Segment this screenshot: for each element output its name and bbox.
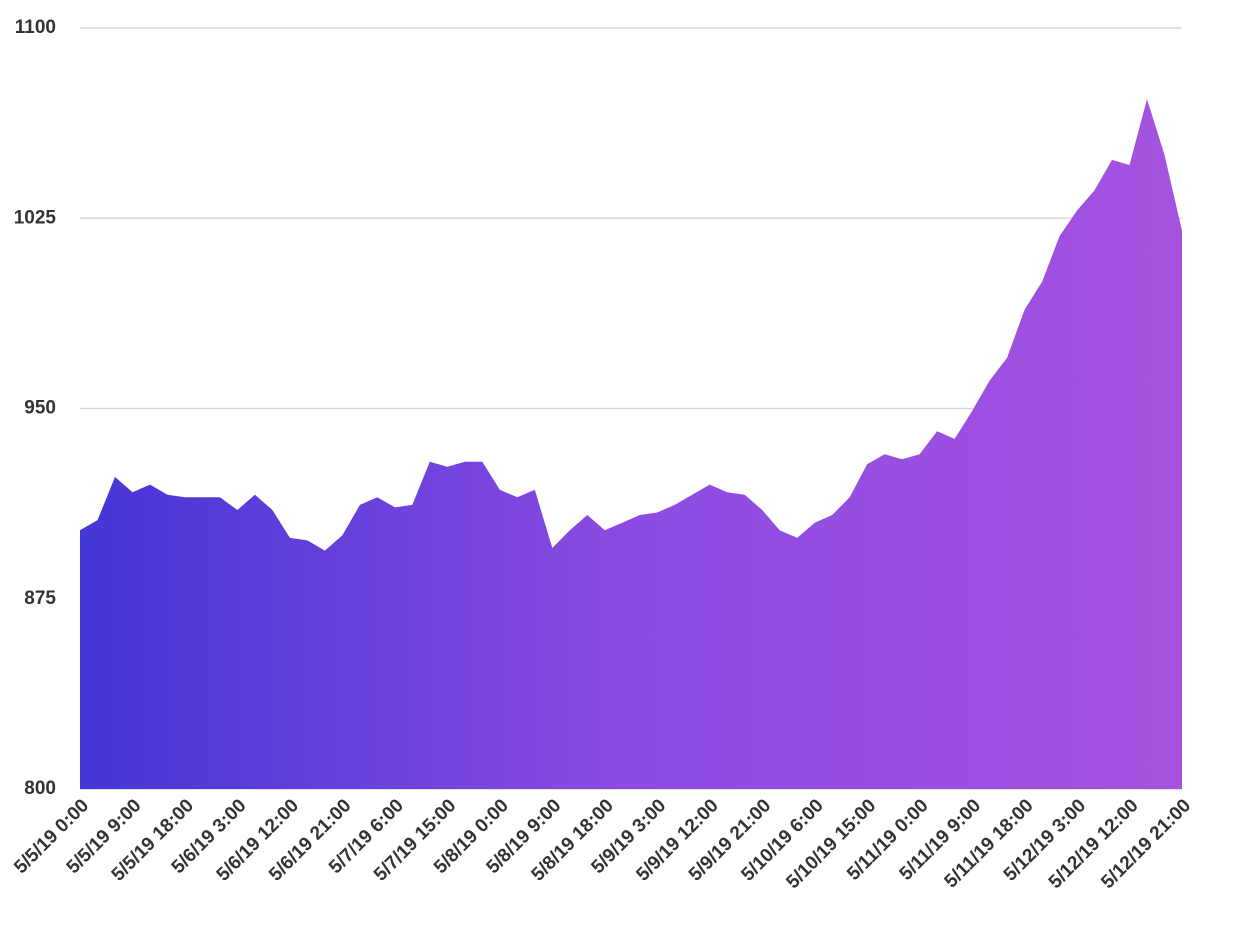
y-tick-label: 800 (24, 778, 56, 799)
y-tick-label: 875 (24, 588, 56, 609)
y-tick-label: 1025 (14, 207, 57, 228)
y-tick-label: 950 (24, 398, 56, 419)
y-tick-label: 1100 (15, 17, 56, 38)
area (80, 99, 1182, 789)
